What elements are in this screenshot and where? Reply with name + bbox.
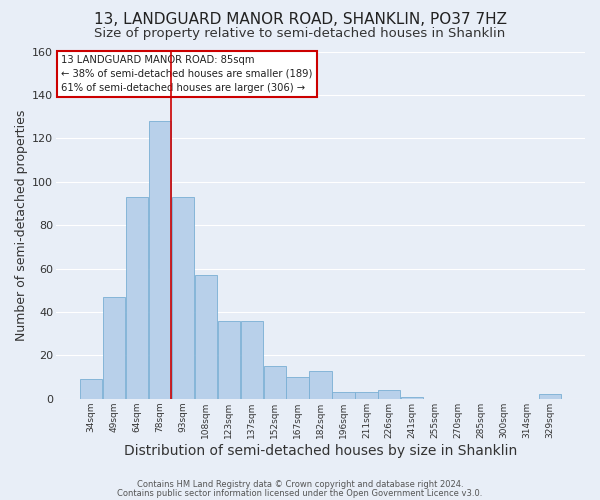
Bar xyxy=(172,197,194,399)
Bar xyxy=(539,394,561,399)
Text: Size of property relative to semi-detached houses in Shanklin: Size of property relative to semi-detach… xyxy=(94,28,506,40)
Bar xyxy=(195,275,217,399)
Y-axis label: Number of semi-detached properties: Number of semi-detached properties xyxy=(15,110,28,341)
Bar xyxy=(103,297,125,399)
Bar xyxy=(355,392,377,399)
Bar xyxy=(263,366,286,399)
Text: Contains public sector information licensed under the Open Government Licence v3: Contains public sector information licen… xyxy=(118,488,482,498)
X-axis label: Distribution of semi-detached houses by size in Shanklin: Distribution of semi-detached houses by … xyxy=(124,444,517,458)
Bar xyxy=(332,392,355,399)
Bar xyxy=(80,380,103,399)
Bar xyxy=(401,396,424,399)
Bar xyxy=(149,121,171,399)
Bar xyxy=(126,197,148,399)
Bar xyxy=(241,320,263,399)
Bar xyxy=(218,320,240,399)
Text: 13 LANDGUARD MANOR ROAD: 85sqm
← 38% of semi-detached houses are smaller (189)
6: 13 LANDGUARD MANOR ROAD: 85sqm ← 38% of … xyxy=(61,55,313,93)
Bar xyxy=(378,390,400,399)
Text: 13, LANDGUARD MANOR ROAD, SHANKLIN, PO37 7HZ: 13, LANDGUARD MANOR ROAD, SHANKLIN, PO37… xyxy=(94,12,506,28)
Bar xyxy=(286,377,309,399)
Text: Contains HM Land Registry data © Crown copyright and database right 2024.: Contains HM Land Registry data © Crown c… xyxy=(137,480,463,489)
Bar xyxy=(310,370,332,399)
